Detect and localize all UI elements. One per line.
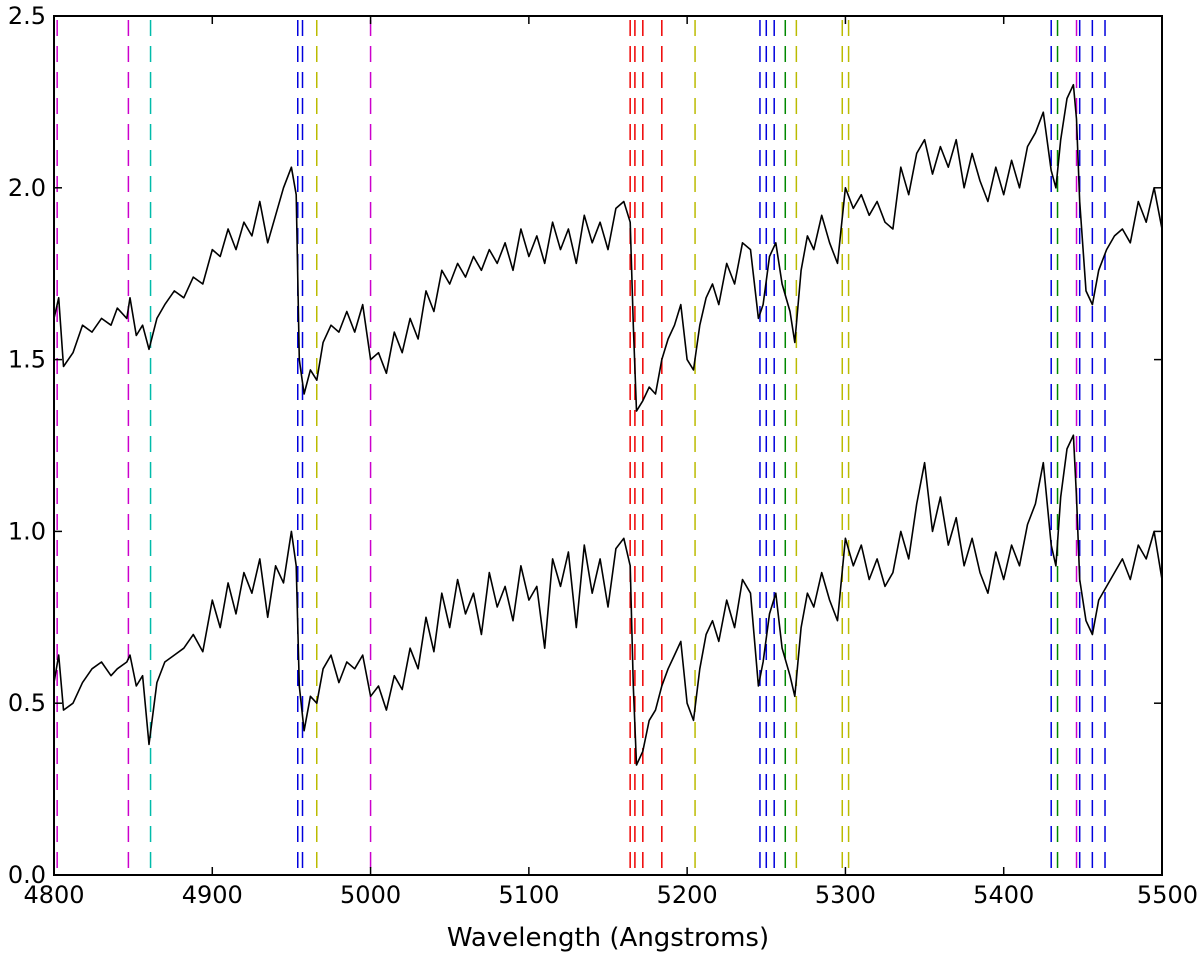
x-tick-label-6: 5400 [973,881,1034,909]
x-tick-label-0: 4800 [23,881,84,909]
x-tick-label-1: 4900 [182,881,243,909]
spectrum-series-2 [53,434,1163,766]
x-tick-label-5: 5300 [815,881,876,909]
y-tick-label-3: 1.5 [8,346,46,374]
y-tick-label-0: 0.0 [8,861,46,889]
x-tick-label-7: 5500 [1137,881,1198,909]
spectrum-series-1 [53,83,1163,412]
y-tick-label-4: 2.0 [8,174,46,202]
y-tick-label-1: 0.5 [8,689,46,717]
y-tick-label-5: 2.5 [8,2,46,30]
plot-frame [53,15,1163,876]
y-tick-label-2: 1.0 [8,517,46,545]
line-marker-layer [56,20,1106,875]
x-tick-label-2: 5000 [340,881,401,909]
x-tick-label-4: 5200 [657,881,718,909]
x-tick-label-3: 5100 [498,881,559,909]
x-axis-label: Wavelength (Angstroms) [447,923,769,953]
axis-tick-layer: 4800 4900 5000 5100 5200 5300 5400 5500 0.0 0.5 1.… [8,2,1198,909]
spectrum-series-layer [53,83,1163,766]
